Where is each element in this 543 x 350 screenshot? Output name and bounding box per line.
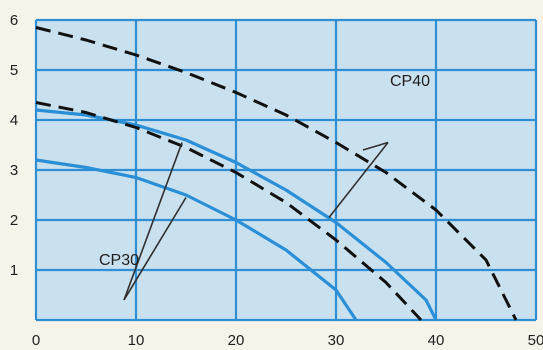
annotation-leaders	[123, 141, 389, 301]
tick-labels: 0 10 20 30 40 50 1 2 3 4 5 6	[10, 12, 543, 349]
dashed-curve	[35, 26, 518, 321]
solid-curve	[35, 158, 358, 321]
x-tick-label: 0	[32, 332, 40, 349]
x-tick-label: 10	[128, 332, 145, 349]
annotation-leader-line	[123, 197, 187, 301]
y-tick-label: 4	[10, 112, 18, 129]
dashed-curve	[35, 101, 423, 322]
annotation-leader-line	[328, 142, 389, 218]
x-tick-label: 50	[528, 332, 543, 349]
annotation-leader-line	[123, 142, 183, 301]
curves	[35, 26, 518, 322]
y-tick-label: 1	[10, 262, 18, 279]
y-tick-label: 5	[10, 62, 18, 79]
y-tick-label: 2	[10, 212, 18, 229]
x-tick-label: 30	[328, 332, 345, 349]
annotation-label-cp40: CP40	[390, 73, 430, 90]
x-tick-label: 20	[228, 332, 245, 349]
annotation-leader-line	[362, 141, 389, 151]
annotation-labels: CP40 CP30	[99, 73, 430, 269]
annotation-label-cp30: CP30	[99, 252, 139, 269]
gridlines	[34, 18, 538, 322]
y-tick-label: 3	[10, 162, 18, 179]
x-tick-label: 40	[428, 332, 445, 349]
y-tick-label: 6	[10, 12, 18, 29]
